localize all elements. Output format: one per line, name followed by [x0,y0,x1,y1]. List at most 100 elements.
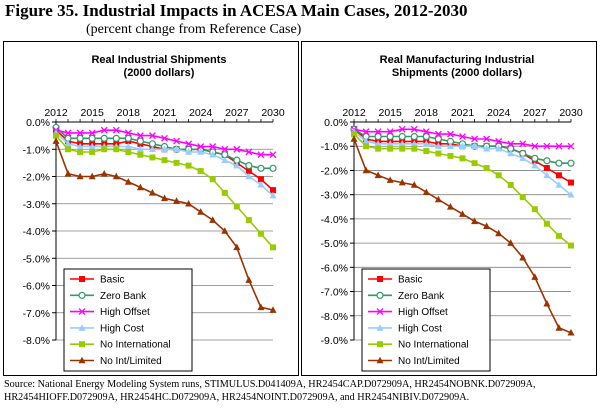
series-no-international [53,132,276,251]
data-point [209,143,217,150]
x-tick-label: 2012 [342,107,366,119]
legend-marker [376,356,384,364]
data-point [434,130,442,138]
data-point [100,134,108,142]
data-point [185,199,193,207]
data-point [495,137,503,145]
data-point [507,181,514,188]
data-point [399,145,406,152]
legend-marker [376,291,384,299]
legend-label: No International [100,340,171,351]
data-point [362,128,370,136]
legend-box [63,268,193,372]
legend-box [361,268,491,372]
legend-marker [377,341,383,348]
data-point [148,145,156,153]
y-tick-label: -2.0% [321,165,348,177]
figure-subtitle: (percent change from Reference Case) [86,22,302,37]
data-point [221,227,229,234]
x-tick-label: 2024 [189,107,213,119]
data-point [398,132,406,141]
data-point [89,148,96,155]
data-point [100,126,108,134]
legend-marker [78,356,86,364]
x-tick-label: 2018 [117,107,141,119]
data-point [148,132,156,140]
data-point [350,135,358,142]
data-point [245,168,252,175]
data-point [233,243,241,251]
data-point [471,217,479,225]
data-point [76,134,84,142]
data-point [422,188,430,196]
data-point [543,165,550,172]
data-point [270,244,276,251]
data-point [269,151,277,159]
data-point [447,152,454,159]
data-point [507,140,515,148]
data-point [197,143,205,150]
legend: Basic Zero Bank High Offset High Cost No Int… [63,268,193,372]
data-point [422,128,430,136]
data-point [76,172,84,180]
data-point [386,128,394,136]
data-point [245,217,252,224]
data-point [374,171,382,179]
series-no-international [351,131,574,249]
legend-label: Zero Bank [100,291,147,302]
data-point [221,156,229,163]
data-point [136,183,144,191]
data-point [387,145,394,152]
data-point [124,129,132,137]
data-point [362,137,370,145]
y-tick-label: -5.0% [23,253,50,265]
chart-manufacturing-shipments: Real Manufacturing Industrial Shipments (… [301,41,597,376]
data-point [434,135,442,143]
data-point [137,151,144,158]
data-point [136,145,144,153]
data-point [245,172,253,180]
legend-label: No International [398,340,469,351]
data-point [568,179,574,186]
data-point [555,142,563,150]
data-point [410,125,418,133]
data-point [173,137,181,145]
legend-marker [78,291,86,299]
data-point [422,132,430,141]
data-point [77,148,84,155]
y-tick-label: -4.0% [23,226,50,238]
data-point [65,146,72,153]
data-point [185,140,193,148]
data-point [185,148,193,155]
data-point [136,137,144,145]
x-tick-label: 2018 [415,107,439,119]
y-tick-label: -4.0% [321,214,348,226]
data-point [398,140,406,147]
data-point [483,222,491,229]
data-point [64,140,72,147]
data-point [555,232,562,239]
data-point [101,146,108,153]
x-tick-label: 2012 [44,107,68,119]
chart-industrial-shipments: Real Industrial Shipments (2000 dollars) 0… [3,41,299,376]
y-tick-label: -9.0% [321,335,348,347]
data-point [567,328,575,336]
data-point [76,129,84,137]
data-point [197,148,205,155]
data-point [555,159,563,167]
data-point [125,148,132,155]
data-point [495,172,502,179]
y-tick-label: -7.0% [23,308,50,320]
data-point [112,172,120,180]
data-point [257,303,265,311]
data-point [124,134,132,142]
data-point [422,140,430,147]
y-tick-label: -1.0% [23,144,50,156]
y-tick-label: -8.0% [23,335,50,347]
data-point [173,159,180,166]
series-high-offset [52,126,277,159]
data-point [351,131,357,138]
data-point [446,130,454,138]
data-point [531,154,539,162]
data-point [446,142,454,150]
